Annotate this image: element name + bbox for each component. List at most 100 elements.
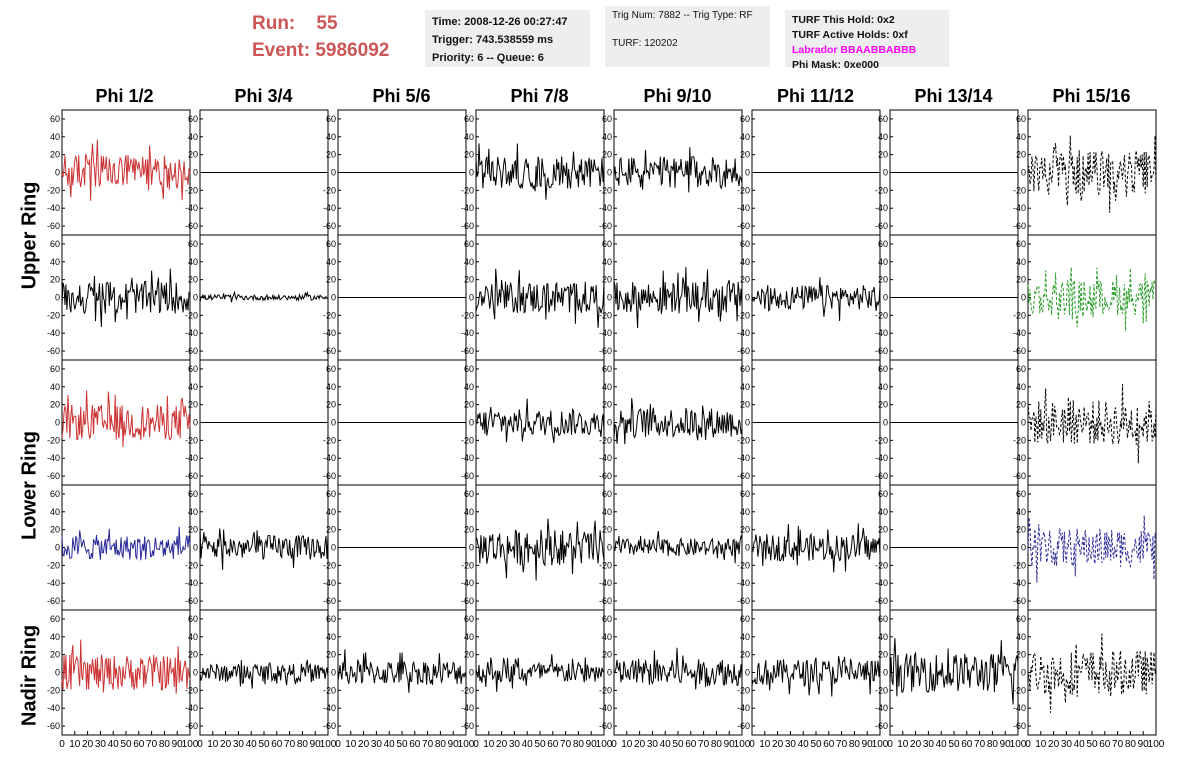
waveform-trace bbox=[475, 398, 605, 444]
y-tick-label: 0 bbox=[1021, 168, 1026, 178]
x-tick-label: 20 bbox=[220, 739, 232, 750]
y-tick-label: -40 bbox=[185, 703, 198, 713]
y-tick-label: -20 bbox=[185, 560, 198, 570]
x-tick-label: 70 bbox=[422, 739, 434, 750]
y-tick-label: 20 bbox=[50, 275, 60, 285]
y-tick-label: 40 bbox=[50, 257, 60, 267]
y-tick-label: 40 bbox=[1016, 132, 1026, 142]
waveform-trace bbox=[751, 656, 881, 697]
y-tick-label: 40 bbox=[50, 507, 60, 517]
y-tick-label: -60 bbox=[875, 721, 888, 731]
y-tick-label: 40 bbox=[878, 132, 888, 142]
y-tick-label: -20 bbox=[875, 310, 888, 320]
y-tick-label: 40 bbox=[464, 382, 474, 392]
y-tick-label: 20 bbox=[878, 650, 888, 660]
y-tick-label: -60 bbox=[599, 346, 612, 356]
y-tick-label: -60 bbox=[1013, 221, 1026, 231]
y-tick-label: 20 bbox=[1016, 525, 1026, 535]
y-tick-label: -60 bbox=[47, 721, 60, 731]
x-tick-label: 100 bbox=[596, 739, 613, 750]
y-tick-label: 60 bbox=[326, 364, 336, 374]
y-tick-label: 0 bbox=[469, 418, 474, 428]
y-tick-label: 20 bbox=[602, 150, 612, 160]
waveform-trace bbox=[199, 290, 329, 303]
y-tick-label: 40 bbox=[1016, 257, 1026, 267]
y-tick-label: 0 bbox=[55, 418, 60, 428]
y-tick-label: 20 bbox=[188, 150, 198, 160]
y-tick-label: -40 bbox=[599, 453, 612, 463]
y-tick-label: 0 bbox=[745, 418, 750, 428]
y-tick-label: -60 bbox=[1013, 346, 1026, 356]
y-tick-label: -60 bbox=[47, 596, 60, 606]
run-row: Run: 55 bbox=[252, 10, 389, 37]
y-tick-label: 0 bbox=[607, 668, 612, 678]
x-tick-label: 60 bbox=[961, 739, 973, 750]
y-tick-label: 60 bbox=[878, 364, 888, 374]
y-tick-label: 20 bbox=[602, 650, 612, 660]
run-event-info: Run: 55 Event: 5986092 bbox=[252, 10, 389, 64]
column-header-8: Phi 15/16 bbox=[1052, 86, 1131, 106]
y-tick-label: 40 bbox=[464, 507, 474, 517]
x-tick-label: 90 bbox=[172, 739, 184, 750]
column-header-1: Phi 1/2 bbox=[95, 86, 154, 106]
x-tick-label: 100 bbox=[1148, 739, 1165, 750]
x-tick-label: 50 bbox=[396, 739, 408, 750]
x-tick-label: 30 bbox=[647, 739, 659, 750]
x-tick-label: 80 bbox=[435, 739, 447, 750]
waveform-trace bbox=[61, 526, 191, 561]
column-header-4: Phi 7/8 bbox=[510, 86, 569, 106]
y-tick-label: -20 bbox=[1013, 560, 1026, 570]
y-tick-label: -40 bbox=[47, 703, 60, 713]
y-tick-label: -60 bbox=[323, 346, 336, 356]
x-tick-label: 80 bbox=[849, 739, 861, 750]
y-tick-label: -60 bbox=[875, 596, 888, 606]
y-tick-label: 60 bbox=[878, 239, 888, 249]
y-tick-label: -60 bbox=[599, 471, 612, 481]
y-tick-label: 20 bbox=[326, 400, 336, 410]
y-tick-label: -60 bbox=[1013, 596, 1026, 606]
x-tick-label: 30 bbox=[371, 739, 383, 750]
y-tick-label: 40 bbox=[188, 382, 198, 392]
y-tick-label: -40 bbox=[47, 203, 60, 213]
y-tick-label: 0 bbox=[745, 543, 750, 553]
x-tick-label: 80 bbox=[159, 739, 171, 750]
x-tick-label: 30 bbox=[95, 739, 107, 750]
y-tick-label: -40 bbox=[47, 578, 60, 588]
y-tick-label: 0 bbox=[883, 418, 888, 428]
y-tick-label: 60 bbox=[188, 114, 198, 124]
y-tick-label: -20 bbox=[461, 685, 474, 695]
y-tick-label: -20 bbox=[185, 435, 198, 445]
y-tick-label: 20 bbox=[326, 650, 336, 660]
y-tick-label: 20 bbox=[50, 525, 60, 535]
waveform-trace bbox=[61, 268, 191, 328]
y-tick-label: 60 bbox=[50, 489, 60, 499]
trigger-text: Trigger: 743.538559 ms bbox=[432, 34, 554, 46]
y-tick-label: 20 bbox=[188, 525, 198, 535]
y-tick-label: -40 bbox=[47, 453, 60, 463]
y-tick-label: -60 bbox=[875, 221, 888, 231]
y-tick-label: 60 bbox=[50, 364, 60, 374]
panel-frame bbox=[61, 109, 191, 236]
y-tick-label: 40 bbox=[188, 507, 198, 517]
y-tick-label: 60 bbox=[50, 614, 60, 624]
column-header-6: Phi 11/12 bbox=[776, 86, 855, 106]
trig-num-text: Trig Num: 7882 -- Trig Type: RF bbox=[612, 10, 753, 21]
y-tick-label: -40 bbox=[323, 703, 336, 713]
y-tick-label: 60 bbox=[1016, 239, 1026, 249]
y-tick-label: -40 bbox=[599, 578, 612, 588]
waveform-trace bbox=[751, 523, 881, 573]
y-tick-label: -40 bbox=[185, 328, 198, 338]
turf-info-box: TURF This Hold: 0x2 TURF Active Holds: 0… bbox=[785, 10, 949, 71]
x-tick-label: 80 bbox=[1125, 739, 1137, 750]
y-tick-label: -40 bbox=[599, 328, 612, 338]
x-tick-label: 0 bbox=[887, 739, 893, 750]
y-tick-label: 60 bbox=[326, 239, 336, 249]
y-tick-label: 40 bbox=[50, 132, 60, 142]
y-tick-label: -20 bbox=[323, 310, 336, 320]
y-tick-label: 40 bbox=[464, 132, 474, 142]
y-tick-label: -40 bbox=[599, 203, 612, 213]
y-tick-label: -20 bbox=[1013, 435, 1026, 445]
y-tick-label: 0 bbox=[883, 293, 888, 303]
y-tick-label: 40 bbox=[602, 382, 612, 392]
y-tick-label: -40 bbox=[323, 203, 336, 213]
